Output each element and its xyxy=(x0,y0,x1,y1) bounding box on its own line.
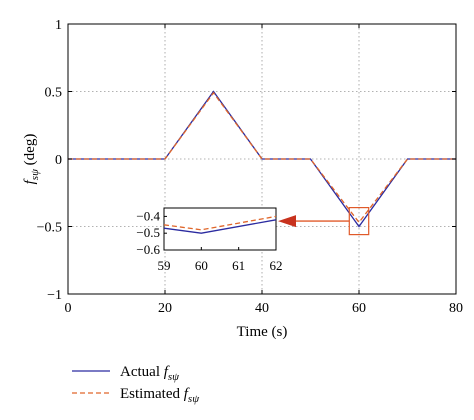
x-tick-label: 0 xyxy=(65,301,72,316)
axis-ticks: 0 20 40 60 80 1 0.5 0 −0.5 −1 xyxy=(37,18,463,316)
inset-y-tick-label: −0.4 xyxy=(136,208,160,223)
y-axis-label-base: f xyxy=(22,178,38,184)
inset-x-tick-label: 62 xyxy=(270,258,283,273)
inset-x-tick-label: 60 xyxy=(195,258,208,273)
y-axis-label: fsψ (deg) xyxy=(22,134,41,185)
legend-entry-prefix: Actual xyxy=(120,364,164,380)
main-series xyxy=(68,90,456,228)
inset-plot: −0.4 −0.5 −0.659 60 61 62 xyxy=(136,207,283,273)
inset-frame xyxy=(163,207,277,251)
legend-entry-prefix: Estimated xyxy=(120,386,184,402)
legend-entry-sub: sψ xyxy=(168,371,179,383)
inset-line-estimated xyxy=(163,215,277,231)
inset-x-tick-label: 59 xyxy=(158,258,171,273)
legend-entry: Estimated fsψ xyxy=(120,386,199,405)
zoom-arrow-head xyxy=(278,215,296,228)
x-axis-label: Time (s) xyxy=(237,324,288,340)
x-tick-label: 20 xyxy=(158,301,172,316)
zoom-indicator xyxy=(278,207,370,236)
y-axis-label-sub: sψ xyxy=(29,169,41,180)
inset-x-tick-label: 61 xyxy=(232,258,245,273)
x-tick-label: 60 xyxy=(352,301,366,316)
x-tick-label: 80 xyxy=(449,301,463,316)
x-tick-label: 40 xyxy=(255,301,269,316)
y-tick-label: −1 xyxy=(47,288,62,303)
inset-y-tick-label: −0.6 xyxy=(136,242,160,257)
y-tick-label: −0.5 xyxy=(37,221,62,236)
inset-y-tick-label: −0.5 xyxy=(136,225,160,240)
y-tick-label: 0.5 xyxy=(45,86,63,101)
legend-entry-base: f xyxy=(184,386,190,402)
legend-entry-base: f xyxy=(164,364,170,380)
legend-entry: Actual fsψ xyxy=(120,364,179,383)
series-line-actual xyxy=(68,90,456,228)
y-tick-label: 1 xyxy=(55,18,62,33)
legend-entry-sub: sψ xyxy=(188,393,199,405)
inset-line-actual xyxy=(163,219,277,234)
y-axis-label-unit: (deg) xyxy=(22,134,38,169)
y-tick-label: 0 xyxy=(55,153,62,168)
